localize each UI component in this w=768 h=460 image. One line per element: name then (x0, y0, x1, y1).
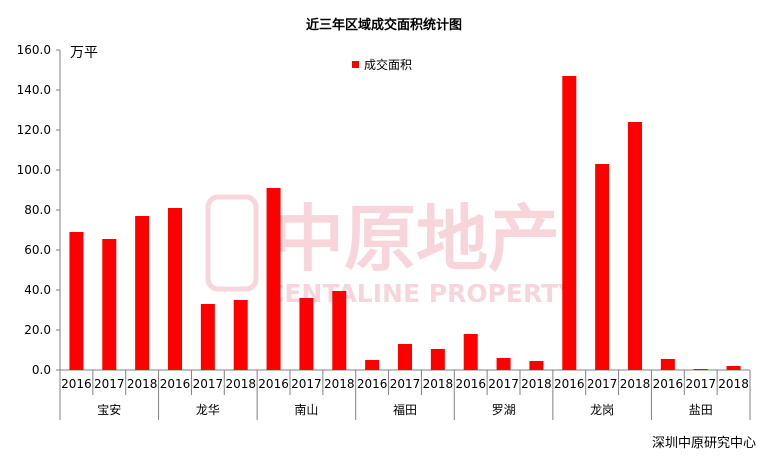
y-tick-label: 0.0 (32, 363, 51, 377)
bar (660, 359, 675, 370)
bar (463, 334, 478, 370)
watermark-seal (205, 194, 259, 292)
y-tick-label: 120.0 (17, 123, 51, 137)
x-tick-label: 2016 (258, 377, 289, 391)
x-tick-label: 2017 (685, 377, 716, 391)
chart-title: 近三年区域成交面积统计图 (305, 18, 462, 33)
x-tick-label: 2016 (61, 377, 92, 391)
x-tick-label: 2018 (423, 377, 454, 391)
bar (430, 349, 445, 370)
legend-swatch (352, 61, 359, 68)
y-tick-label: 160.0 (17, 43, 51, 57)
x-tick-label: 2016 (653, 377, 684, 391)
bar (496, 358, 511, 370)
x-tick-label: 2017 (488, 377, 519, 391)
x-tick-label: 2018 (620, 377, 651, 391)
bar (299, 298, 314, 370)
y-tick-label: 60.0 (24, 243, 51, 257)
x-tick-label: 2017 (291, 377, 322, 391)
x-tick-label: 2018 (718, 377, 749, 391)
group-label: 宝安 (97, 402, 121, 417)
bar (628, 122, 642, 370)
y-tick-label: 20.0 (24, 323, 51, 337)
group-label: 罗湖 (492, 402, 516, 417)
source-note: 深圳中原研究中心 (651, 436, 756, 451)
group-label: 南山 (294, 402, 318, 417)
group-label: 龙岗 (590, 403, 614, 417)
bar (693, 369, 708, 370)
x-tick-label: 2018 (324, 377, 355, 391)
legend: 成交面积 (352, 56, 412, 73)
bar (365, 360, 380, 370)
y-tick-label: 80.0 (24, 203, 51, 217)
y-axis-unit-label: 万平 (70, 45, 98, 61)
x-tick-label: 2017 (193, 377, 224, 391)
bar (102, 239, 117, 370)
bar (266, 188, 281, 370)
bar (726, 366, 741, 370)
x-tick-label: 2017 (587, 377, 618, 391)
bar (398, 344, 412, 370)
x-tick-label: 2016 (455, 377, 486, 391)
bar (168, 208, 182, 370)
bar (529, 361, 544, 370)
bar (562, 76, 577, 370)
x-tick-label: 2018 (521, 377, 552, 391)
group-label: 福田 (393, 402, 417, 417)
x-tick-label: 2016 (160, 377, 191, 391)
legend-label: 成交面积 (364, 58, 413, 72)
y-tick-label: 40.0 (24, 283, 51, 297)
group-label: 盐田 (689, 403, 713, 417)
bar (595, 164, 610, 370)
x-tick-label: 2018 (225, 377, 256, 391)
x-tick-label: 2016 (357, 377, 388, 391)
y-tick-label: 100.0 (17, 163, 51, 177)
bar (135, 216, 150, 370)
bar (233, 300, 248, 370)
bar (69, 232, 84, 370)
group-label: 龙华 (196, 403, 220, 417)
x-tick-label: 2017 (94, 377, 125, 391)
watermark-text-cn: 中原地产 (272, 197, 560, 281)
x-tick-label: 2017 (390, 377, 421, 391)
watermark-text-en: CENTALINE PROPERTY (266, 279, 577, 308)
bar (200, 304, 215, 370)
y-tick-label: 140.0 (17, 83, 51, 97)
x-tick-label: 2018 (127, 377, 158, 391)
x-tick-label: 2016 (554, 377, 585, 391)
bar (332, 291, 347, 370)
